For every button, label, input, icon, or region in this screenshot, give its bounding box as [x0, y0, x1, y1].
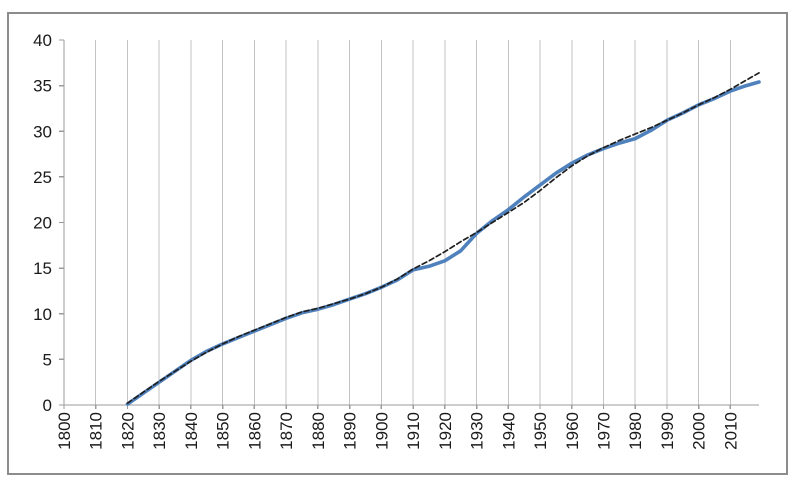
x-tick-label: 1890 — [341, 412, 360, 450]
series-trend-line — [126, 72, 760, 405]
x-tick-label: 1830 — [150, 412, 169, 450]
x-tick-label: 1930 — [468, 412, 487, 450]
gridlines — [95, 40, 731, 405]
y-tick-label: 40 — [33, 31, 52, 50]
x-tick-label: 1860 — [245, 412, 264, 450]
y-tick-label: 35 — [33, 77, 52, 96]
y-tick-label: 10 — [33, 305, 52, 324]
chart-border — [7, 12, 788, 475]
x-tick-label: 1820 — [119, 412, 138, 450]
x-tick-label: 1910 — [404, 412, 423, 450]
axis-labels: 0 5 10 15 20 25 30 35 40 1800 1810 1820 1830 1840 1850… — [33, 31, 740, 450]
x-tick-label: 1950 — [531, 412, 550, 450]
y-tick-label: 25 — [33, 168, 52, 187]
x-tick-label: 1840 — [182, 412, 201, 450]
axes — [59, 39, 759, 409]
x-tick-label: 2000 — [690, 412, 709, 450]
y-tick-label: 30 — [33, 122, 52, 141]
x-tick-label: 1920 — [436, 412, 455, 450]
y-tick-label: 5 — [43, 350, 52, 369]
x-tick-label: 1870 — [277, 412, 296, 450]
x-tick-label: 1800 — [55, 412, 74, 450]
x-tick-label: 1980 — [626, 412, 645, 450]
x-tick-label: 1880 — [309, 412, 328, 450]
x-tick-label: 1900 — [372, 412, 391, 450]
y-tick-label: 20 — [33, 214, 52, 233]
y-tick-label: 0 — [43, 396, 52, 415]
data-series — [125, 72, 761, 406]
y-tick-label: 15 — [33, 259, 52, 278]
x-tick-label: 1960 — [563, 412, 582, 450]
x-tick-label: 1970 — [595, 412, 614, 450]
x-tick-label: 1990 — [658, 412, 677, 450]
x-tick-label: 1940 — [499, 412, 518, 450]
x-tick-label: 1810 — [87, 412, 106, 450]
x-tick-label: 2010 — [721, 412, 740, 450]
x-tick-label: 1850 — [214, 412, 233, 450]
